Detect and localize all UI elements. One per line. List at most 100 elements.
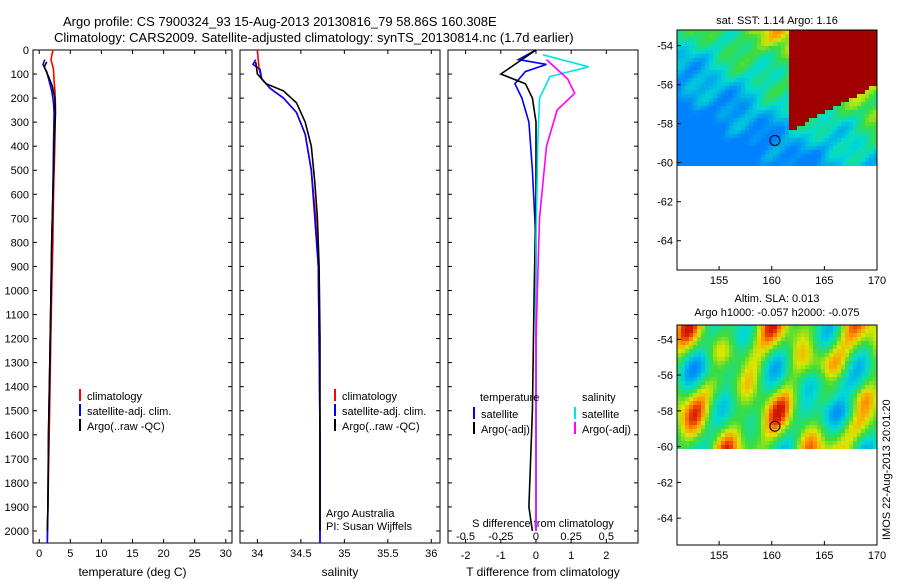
map-cell xyxy=(861,54,865,58)
map-cell xyxy=(837,381,841,385)
map-cell xyxy=(801,86,805,90)
map-cell xyxy=(861,34,865,38)
map-cell xyxy=(729,34,733,38)
map-cell xyxy=(773,445,777,449)
map-cell xyxy=(825,94,829,98)
map-cell xyxy=(697,146,701,150)
map-cell xyxy=(729,74,733,78)
map-cell xyxy=(709,421,713,425)
map-cell xyxy=(749,341,753,345)
map-cell xyxy=(865,58,869,62)
map-cell xyxy=(709,86,713,90)
map-cell xyxy=(833,154,837,158)
map-cell xyxy=(697,429,701,433)
map-cell xyxy=(733,50,737,54)
map-cell xyxy=(717,122,721,126)
map-cell xyxy=(801,445,805,449)
map-cell xyxy=(705,42,709,46)
map-cell xyxy=(853,349,857,353)
map-cell xyxy=(817,150,821,154)
map-cell xyxy=(721,30,725,34)
map-cell xyxy=(737,385,741,389)
map-cell xyxy=(869,333,873,337)
map-cell xyxy=(793,325,797,329)
map-cell xyxy=(817,58,821,62)
map-cell xyxy=(681,405,685,409)
map-cell xyxy=(741,154,745,158)
map-cell xyxy=(769,70,773,74)
map-cell xyxy=(721,122,725,126)
map-cell xyxy=(745,114,749,118)
map-cell xyxy=(753,154,757,158)
map-cell xyxy=(769,134,773,138)
map-cell xyxy=(681,433,685,437)
map-cell xyxy=(765,122,769,126)
map-cell xyxy=(757,433,761,437)
map-cell xyxy=(733,110,737,114)
map-cell xyxy=(829,114,833,118)
map-cell xyxy=(745,110,749,114)
map-cell xyxy=(873,401,877,405)
map-cell xyxy=(853,30,857,34)
map-cell xyxy=(781,118,785,122)
map-cell xyxy=(753,329,757,333)
map-cell xyxy=(689,353,693,357)
map-cell xyxy=(761,393,765,397)
map-cell xyxy=(709,385,713,389)
map-cell xyxy=(845,146,849,150)
map-cell xyxy=(749,94,753,98)
map-cell xyxy=(741,337,745,341)
map-cell xyxy=(761,337,765,341)
map-cell xyxy=(745,381,749,385)
map-cell xyxy=(681,146,685,150)
map-cell xyxy=(769,162,773,166)
map-cell xyxy=(713,162,717,166)
map-cell xyxy=(685,82,689,86)
map-cell xyxy=(825,106,829,110)
map-cell xyxy=(845,150,849,154)
map-cell xyxy=(677,130,681,134)
map-cell xyxy=(717,373,721,377)
map-cell xyxy=(857,341,861,345)
map-cell xyxy=(729,445,733,449)
map-cell xyxy=(873,381,877,385)
map-cell xyxy=(709,158,713,162)
map-cell xyxy=(745,333,749,337)
map-cell xyxy=(741,78,745,82)
annotation-text: Argo Australia xyxy=(326,508,395,520)
series-line xyxy=(254,61,321,531)
map-cell xyxy=(781,413,785,417)
map-cell xyxy=(865,162,869,166)
map-cell xyxy=(805,46,809,50)
map-cell xyxy=(777,38,781,42)
map-cell xyxy=(781,329,785,333)
map-cell xyxy=(761,409,765,413)
map-cell xyxy=(777,373,781,377)
map-cell xyxy=(861,30,865,34)
map-cell xyxy=(817,46,821,50)
map-cell xyxy=(809,158,813,162)
map-cell xyxy=(757,421,761,425)
map-cell xyxy=(689,130,693,134)
map-cell xyxy=(869,393,873,397)
map-y-tick-label: -64 xyxy=(657,513,673,525)
map-cell xyxy=(821,38,825,42)
map-cell xyxy=(769,373,773,377)
legend-label: Argo(..raw -QC) xyxy=(342,421,420,433)
map-cell xyxy=(845,393,849,397)
map-cell xyxy=(681,98,685,102)
map-cell xyxy=(677,138,681,142)
map-cell xyxy=(857,106,861,110)
map-cell xyxy=(737,413,741,417)
map-cell xyxy=(777,389,781,393)
map-cell xyxy=(757,86,761,90)
map-cell xyxy=(853,86,857,90)
map-cell xyxy=(741,150,745,154)
map-cell xyxy=(685,361,689,365)
map-cell xyxy=(857,393,861,397)
map-cell xyxy=(813,365,817,369)
map-cell xyxy=(729,50,733,54)
map-cell xyxy=(697,34,701,38)
map-cell xyxy=(825,445,829,449)
map-cell xyxy=(737,126,741,130)
